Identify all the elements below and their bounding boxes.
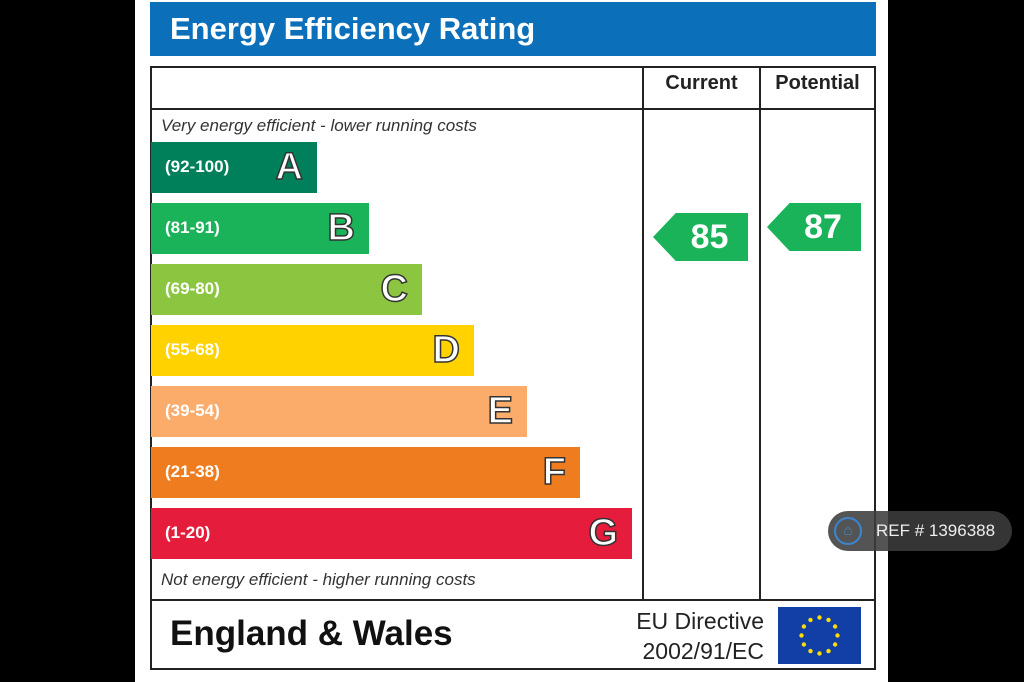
band-a: (92-100) A [151, 142, 317, 193]
star [832, 642, 838, 647]
bottom-note: Not energy efficient - higher running co… [161, 570, 476, 589]
star [835, 633, 840, 638]
band-range: (1-20) [165, 523, 211, 542]
divider [150, 599, 876, 601]
band-letter: B [327, 206, 356, 250]
band-range: (39-54) [165, 401, 220, 420]
band-letter: C [380, 267, 409, 311]
band-range: (69-80) [165, 279, 220, 298]
band-g: (1-20) G [151, 508, 632, 559]
band-b: (81-91) B [151, 203, 369, 254]
current-header: Current [665, 72, 738, 94]
divider [642, 66, 644, 600]
star [826, 617, 831, 623]
band-letter: A [275, 145, 304, 189]
reference-text: REF # 1396388 [876, 521, 996, 540]
divider [759, 66, 761, 600]
current-rating-arrow: 85 [653, 213, 748, 261]
chart-title: Energy Efficiency Rating [150, 2, 876, 56]
band-e: (39-54) E [151, 386, 527, 437]
divider [150, 108, 876, 110]
band-c: (69-80) C [151, 264, 422, 315]
eu-flag-icon [778, 607, 861, 664]
band-range: (81-91) [165, 218, 220, 237]
band-letter: G [588, 511, 619, 555]
region-label: England & Wales [170, 614, 453, 653]
directive-line1: EU Directive [636, 608, 764, 634]
band-range: (92-100) [165, 157, 230, 176]
home-icon: ⌂ [834, 517, 862, 545]
top-note: Very energy efficient - lower running co… [161, 116, 477, 135]
reference-badge[interactable]: ⌂ REF # 1396388 [828, 511, 1012, 551]
star [801, 642, 807, 647]
band-letter: F [542, 450, 567, 494]
star [826, 648, 831, 654]
star [808, 617, 813, 623]
directive-line2: 2002/91/EC [642, 638, 764, 664]
star [832, 624, 838, 629]
star [817, 615, 822, 620]
star [801, 624, 807, 629]
band-d: (55-68) D [151, 325, 474, 376]
potential-rating-arrow: 87 [767, 203, 861, 251]
star [817, 651, 822, 656]
band-range: (21-38) [165, 462, 220, 481]
star [799, 633, 804, 638]
star [808, 648, 813, 654]
potential-header: Potential [775, 72, 860, 94]
band-letter: E [487, 389, 514, 433]
band-f: (21-38) F [151, 447, 580, 498]
directive-label: EU Directive 2002/91/EC [618, 606, 764, 666]
band-range: (55-68) [165, 340, 220, 359]
band-letter: D [432, 328, 461, 372]
